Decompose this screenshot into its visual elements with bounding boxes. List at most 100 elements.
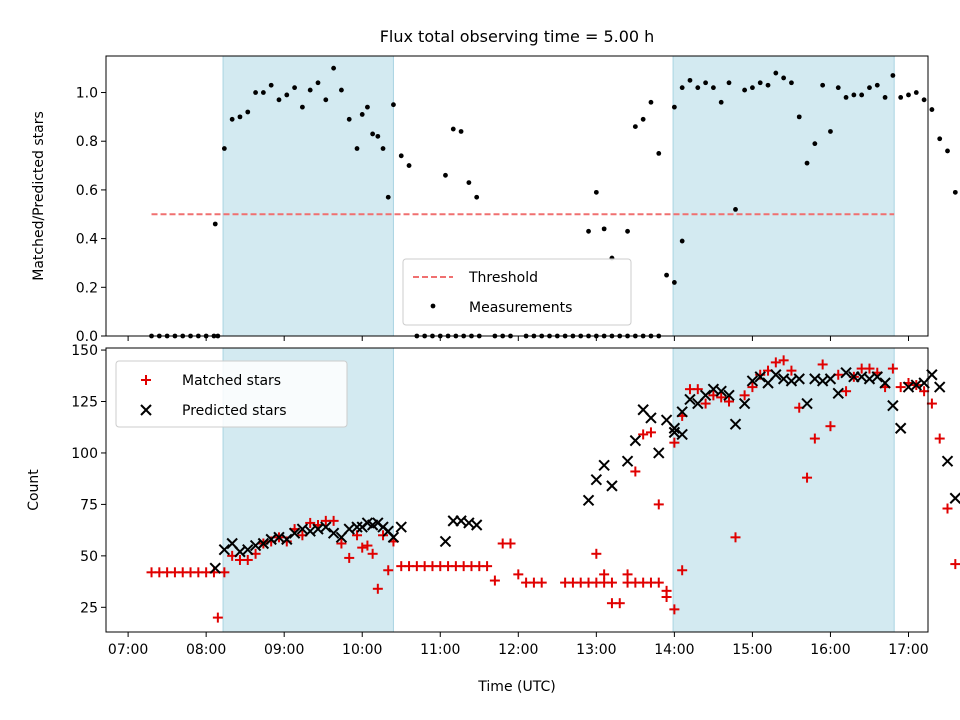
predicted-star-point	[746, 375, 759, 387]
measurement-point	[812, 141, 818, 147]
measurement-point	[229, 116, 235, 122]
matched-star-point	[606, 577, 617, 588]
legend-matched-swatch	[141, 375, 151, 385]
measurement-point	[354, 146, 360, 151]
matched-star-point	[242, 554, 253, 565]
chart-title: Flux total observing time = 5.00 h	[380, 27, 655, 46]
ratio-legend-box	[402, 258, 632, 326]
matched-star-point	[638, 429, 649, 440]
predicted-star-point	[218, 543, 231, 556]
legend-measurements-label: Measurements	[469, 300, 572, 316]
measurement-point	[906, 92, 911, 98]
shaded-interval	[672, 55, 895, 337]
measurement-point	[406, 163, 412, 168]
y-tick-label: 0.4	[76, 232, 98, 248]
predicted-star-point	[723, 389, 735, 402]
matched-star-point	[305, 517, 316, 528]
matched-star-point	[786, 365, 797, 376]
x-tick-label: 15:00	[732, 642, 772, 658]
matched-star-point	[770, 357, 781, 368]
y-tick-label: 125	[71, 395, 98, 411]
predicted-star-point	[738, 397, 751, 410]
measurement-point	[733, 206, 738, 212]
measurement-point	[695, 85, 701, 91]
matched-star-point	[677, 565, 688, 576]
measurement-point	[450, 126, 456, 132]
measurement-point	[765, 82, 771, 88]
measurement-point	[474, 194, 480, 200]
measurement-point	[648, 99, 654, 105]
measurement-point	[890, 73, 896, 78]
measurement-point	[921, 97, 927, 103]
matched-star-point	[653, 499, 664, 510]
y-tick-label: 75	[80, 497, 98, 513]
predicted-star-point	[887, 399, 899, 412]
measurement-point	[804, 160, 810, 166]
predicted-star-point	[598, 459, 610, 472]
legend-matched-label: Matched stars	[182, 373, 281, 389]
measurement-point	[625, 228, 630, 234]
y-tick-label: 25	[80, 600, 98, 616]
matched-star-point	[219, 567, 230, 578]
predicted-star-point	[871, 371, 883, 383]
legend-plus-mark	[141, 375, 151, 385]
matched-star-point	[362, 540, 373, 551]
matched-star-point	[778, 355, 789, 366]
matched-star-point	[802, 472, 813, 483]
measurement-point	[773, 70, 779, 76]
predicted-star-point	[645, 412, 657, 424]
measurement-point	[443, 172, 448, 178]
predicted-star-point	[621, 455, 634, 467]
matched-star-point	[739, 390, 750, 401]
matched-star-point	[591, 548, 602, 559]
measurement-point	[370, 131, 376, 137]
y-tick-label: 100	[71, 446, 98, 462]
predicted-star-point	[894, 422, 907, 434]
matched-star-point	[841, 386, 852, 397]
predicted-star-point	[668, 422, 681, 434]
matched-star-point	[372, 583, 383, 594]
measurement-point	[315, 80, 321, 86]
measurement-point	[593, 189, 599, 195]
matched-star-point	[661, 592, 672, 603]
measurement-point	[276, 97, 282, 103]
matched-star-point	[505, 538, 516, 549]
predicted-star-point	[699, 389, 712, 402]
predicted-star-point	[933, 381, 946, 393]
matched-star-point	[669, 437, 680, 448]
ratio-y-axis-label: Matched/Predicted stars	[31, 111, 47, 281]
matched-star-point	[352, 530, 363, 541]
legend-predicted-label: Predicted stars	[182, 403, 287, 419]
measurement-point	[375, 133, 381, 139]
measurement-point	[757, 80, 763, 86]
measurement-point	[237, 114, 243, 120]
predicted-star-point	[590, 474, 603, 486]
matched-star-point	[864, 363, 875, 374]
matched-star-point	[692, 384, 703, 395]
predicted-star-point	[824, 373, 837, 385]
measurement-point	[679, 238, 685, 244]
matched-star-point	[599, 569, 610, 580]
matched-star-point	[926, 398, 937, 409]
matched-star-point	[809, 433, 820, 444]
count-legend-box	[115, 360, 348, 428]
matched-star-point	[730, 532, 741, 543]
measurement-point	[929, 107, 935, 112]
predicted-star-point	[801, 397, 813, 410]
x-axis-label: Time (UTC)	[477, 679, 555, 695]
matched-star-point	[895, 382, 906, 393]
matched-star-point	[622, 569, 633, 580]
measurement-point	[952, 189, 958, 195]
matched-star-point	[336, 538, 347, 549]
count-marks	[146, 355, 960, 623]
predicted-star-point	[320, 521, 332, 533]
measurement-point	[632, 124, 638, 130]
x-tick-label: 08:00	[186, 642, 226, 658]
ratio-y-ticks: 0.0 0.2 0.4 0.6 0.8 1.0	[76, 86, 106, 345]
predicted-star-point	[729, 418, 742, 430]
matched-star-point	[934, 433, 945, 444]
measurement-point	[221, 146, 227, 151]
measurement-point	[843, 94, 849, 100]
matched-star-point	[950, 559, 960, 570]
matched-star-point	[942, 503, 953, 514]
